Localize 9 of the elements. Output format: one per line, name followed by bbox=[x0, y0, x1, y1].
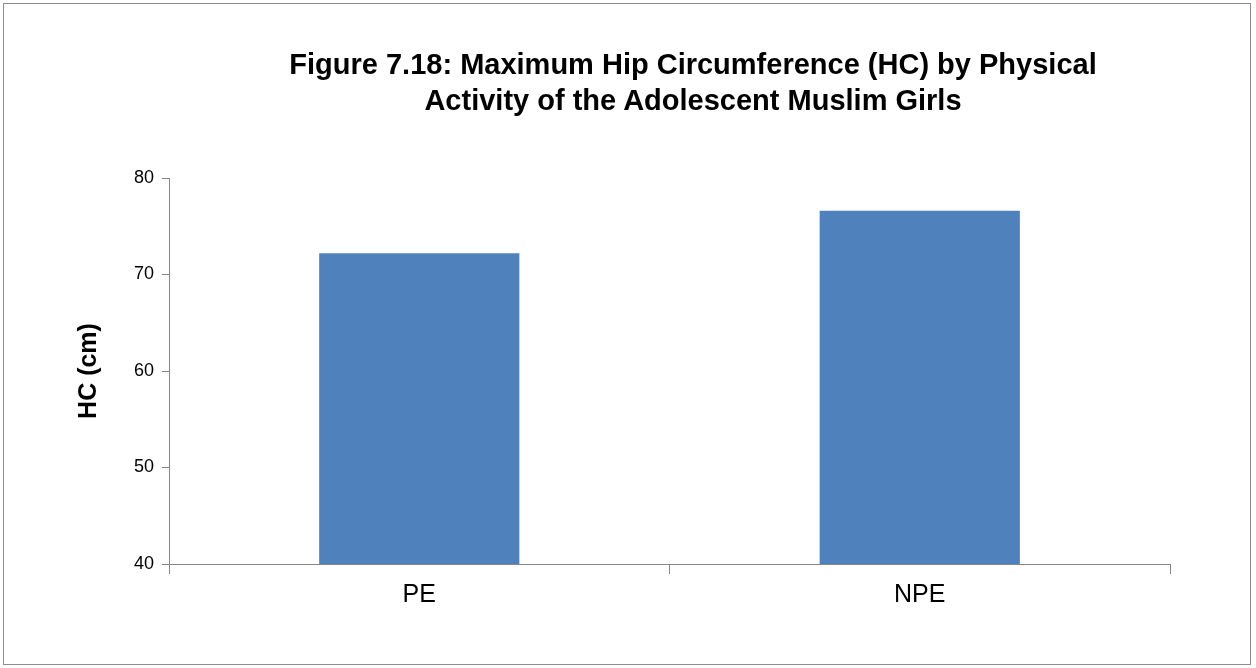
y-axis-title: HC (cm) bbox=[72, 323, 101, 419]
y-tick-label: 60 bbox=[133, 359, 155, 380]
y-tick-label: 70 bbox=[133, 263, 155, 284]
x-tick-label: NPE bbox=[894, 578, 946, 607]
chart-title: Figure 7.18: Maximum Hip Circumference (HC) by Physical Activity of the Adolescent Muslim Girls bbox=[288, 47, 1098, 118]
x-tick-label: PE bbox=[402, 578, 436, 607]
y-tick-label: 80 bbox=[133, 166, 155, 187]
y-tick-label: 50 bbox=[133, 456, 155, 477]
y-tick-label: 40 bbox=[133, 552, 155, 573]
